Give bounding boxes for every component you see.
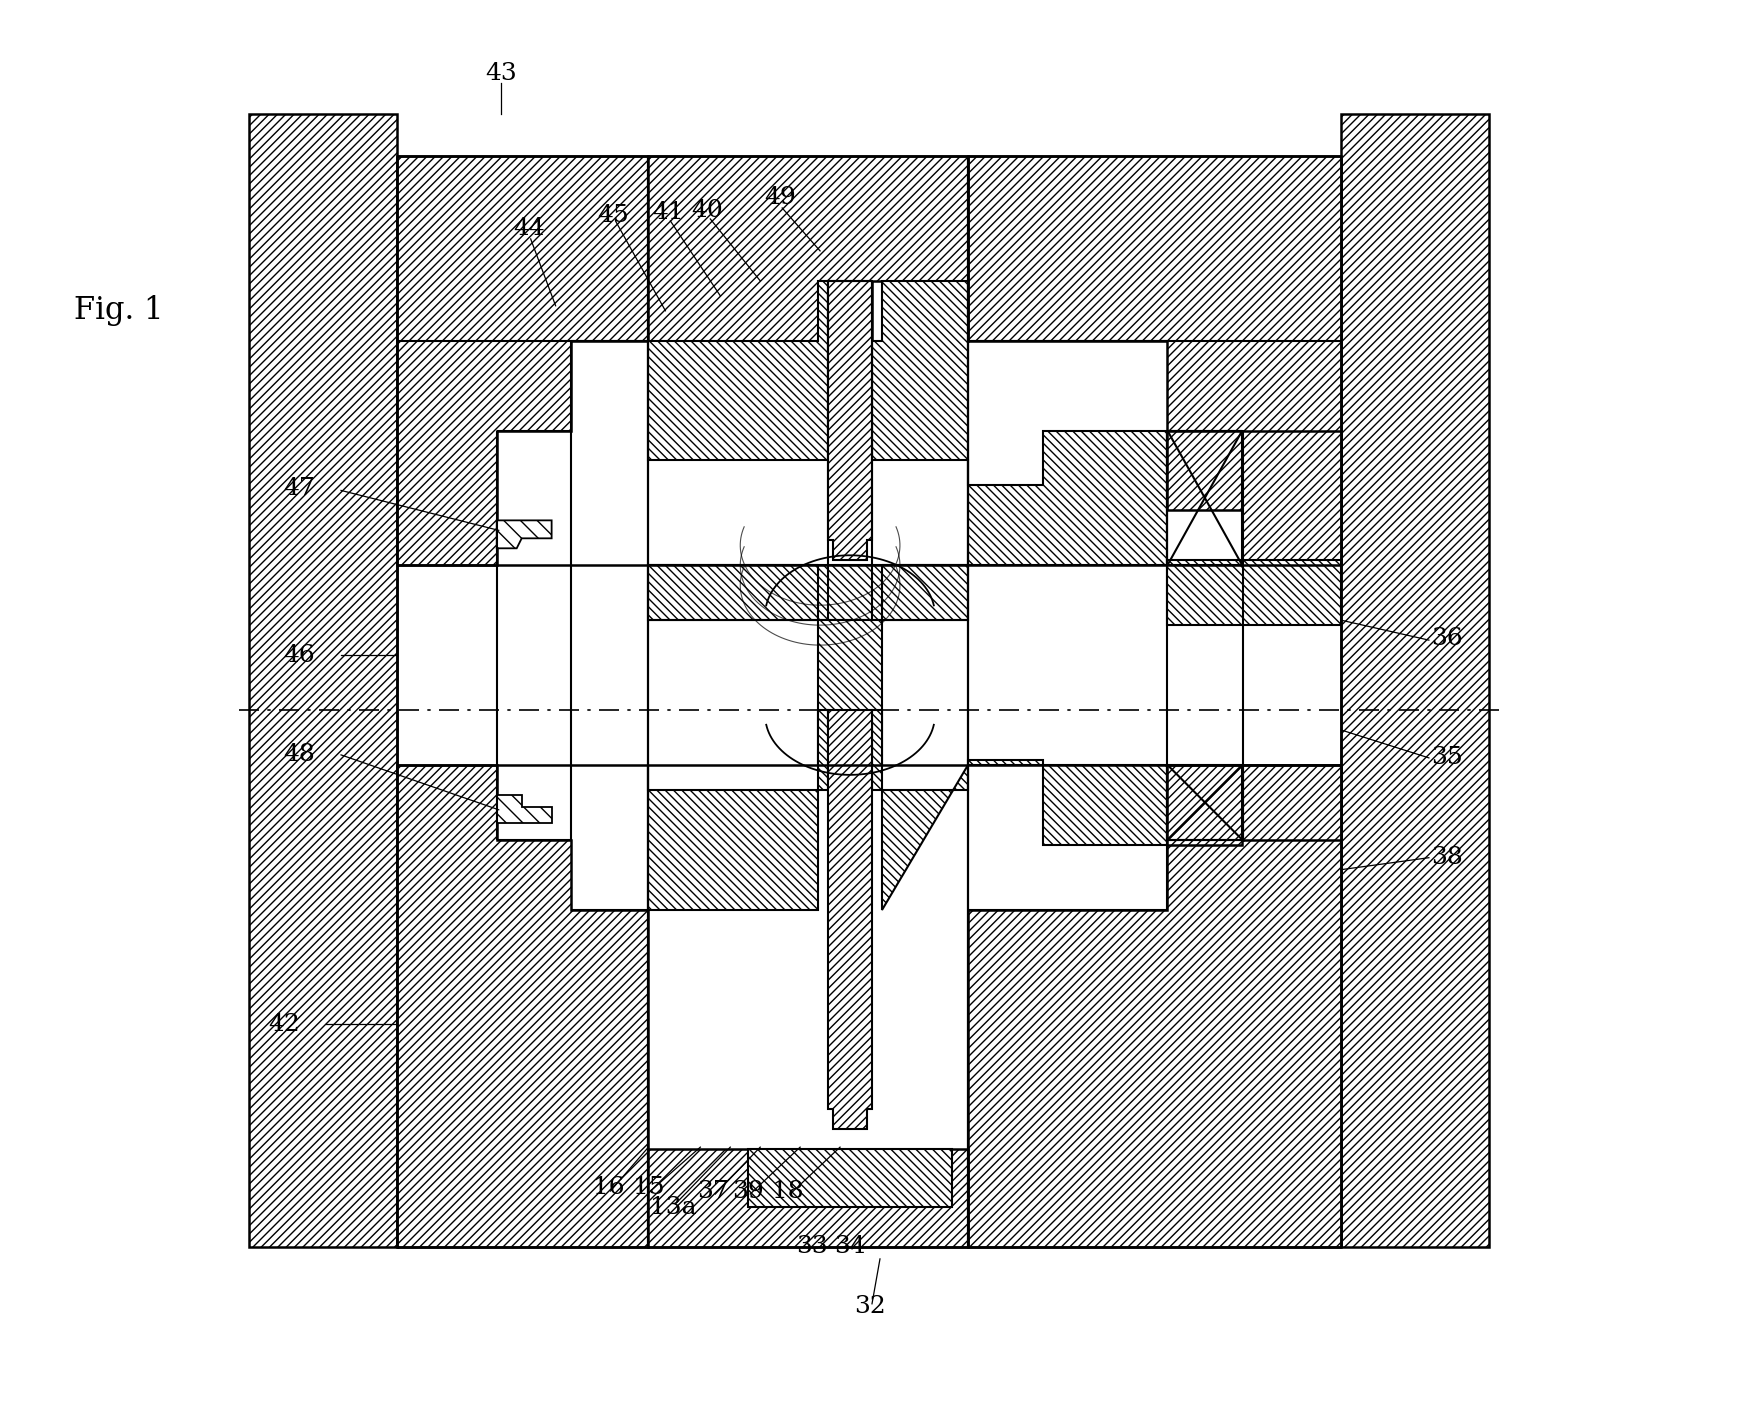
- Text: 40: 40: [692, 200, 723, 222]
- Polygon shape: [497, 795, 551, 823]
- Text: 47: 47: [283, 477, 315, 499]
- Text: 49: 49: [765, 187, 796, 210]
- Polygon shape: [968, 765, 1342, 1247]
- Text: 44: 44: [513, 218, 544, 241]
- Polygon shape: [1168, 560, 1342, 625]
- Polygon shape: [648, 281, 827, 460]
- Text: 37: 37: [697, 1179, 730, 1203]
- Text: 35: 35: [1430, 746, 1463, 770]
- Text: 15: 15: [633, 1175, 664, 1199]
- Text: 46: 46: [283, 643, 315, 667]
- Text: 18: 18: [772, 1179, 805, 1203]
- Text: 33: 33: [796, 1235, 827, 1258]
- Text: 48: 48: [283, 743, 315, 767]
- Text: 39: 39: [732, 1179, 765, 1203]
- Text: 45: 45: [598, 204, 629, 228]
- Bar: [1342, 114, 1489, 1247]
- Polygon shape: [827, 711, 872, 1130]
- Text: 16: 16: [593, 1175, 624, 1199]
- Polygon shape: [648, 711, 827, 909]
- Bar: [249, 114, 396, 1247]
- Polygon shape: [648, 1150, 968, 1247]
- Text: 43: 43: [485, 62, 516, 84]
- Text: 38: 38: [1430, 846, 1463, 870]
- Polygon shape: [1168, 431, 1342, 566]
- Text: Fig. 1: Fig. 1: [73, 295, 163, 326]
- Polygon shape: [872, 281, 1168, 566]
- Polygon shape: [648, 156, 968, 340]
- Polygon shape: [497, 521, 551, 549]
- Polygon shape: [749, 1150, 952, 1207]
- Polygon shape: [827, 281, 872, 560]
- Polygon shape: [1168, 765, 1342, 844]
- Text: 34: 34: [834, 1235, 866, 1258]
- Text: 36: 36: [1430, 626, 1463, 650]
- Text: 13a: 13a: [650, 1196, 697, 1218]
- Text: 42: 42: [268, 1013, 301, 1036]
- Polygon shape: [396, 765, 648, 1247]
- Polygon shape: [648, 566, 968, 620]
- Text: 32: 32: [853, 1296, 886, 1318]
- Polygon shape: [968, 156, 1342, 566]
- Polygon shape: [819, 620, 881, 765]
- Text: 41: 41: [652, 201, 685, 225]
- Polygon shape: [396, 156, 648, 566]
- Polygon shape: [872, 711, 1168, 909]
